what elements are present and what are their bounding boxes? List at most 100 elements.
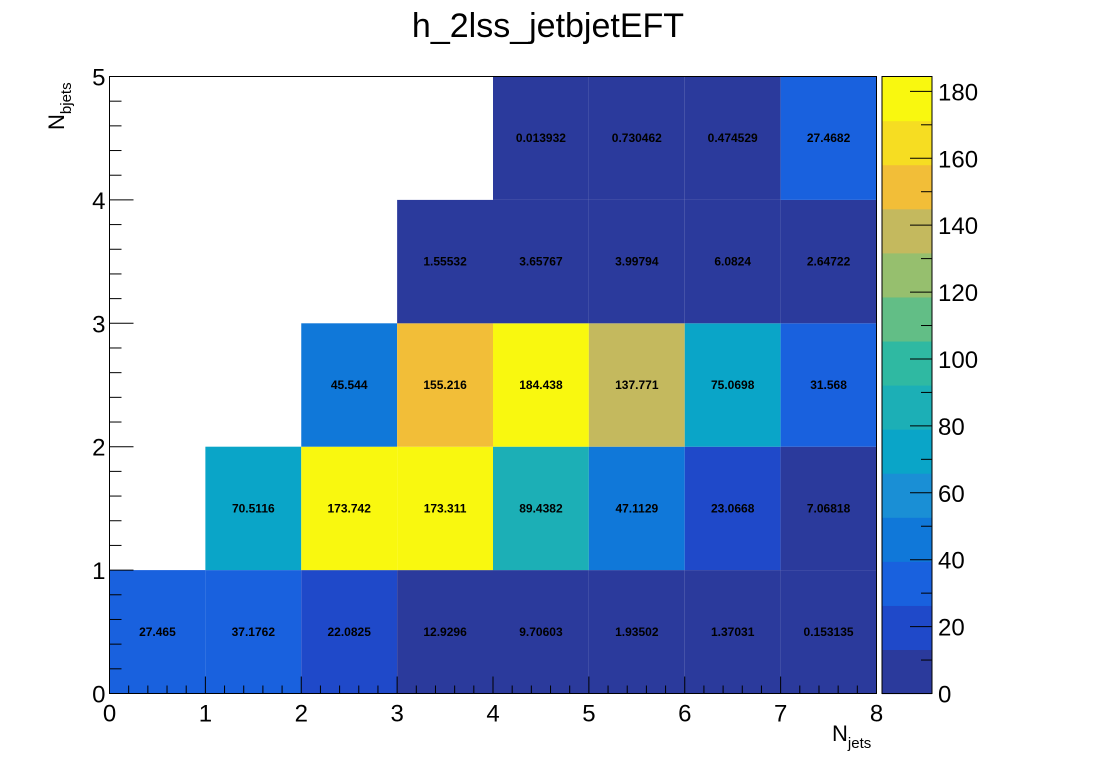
colorbar-tick-label: 140 bbox=[938, 213, 978, 240]
x-tick-label: 5 bbox=[582, 701, 595, 728]
cell-value-label: 0.013932 bbox=[516, 131, 566, 145]
heatmap-cell bbox=[493, 199, 589, 324]
x-axis-label: Njets bbox=[832, 721, 871, 752]
heatmap-cell bbox=[205, 570, 302, 694]
colorbar-segment bbox=[882, 208, 932, 254]
y-axis-label-main: N bbox=[44, 114, 69, 130]
cell-value-label: 12.9296 bbox=[423, 625, 467, 639]
cell-value-label: 37.1762 bbox=[232, 625, 276, 639]
colorbar-ticks: 0 20 40 60 80 100 120 140 160 180 bbox=[910, 79, 978, 709]
cell-value-label: 27.4682 bbox=[807, 131, 851, 145]
cell-value-label: 27.465 bbox=[139, 625, 176, 639]
chart-title: h_2lss_jetbjetEFT bbox=[412, 7, 684, 45]
heatmap-cell bbox=[780, 76, 877, 200]
y-tick-label: 4 bbox=[92, 188, 105, 215]
heatmap-cell bbox=[684, 323, 781, 447]
heatmap-cell bbox=[397, 199, 493, 324]
cell-value-label: 1.55532 bbox=[423, 255, 467, 269]
cell-value-label: 2.64722 bbox=[807, 255, 851, 269]
cell-value-label: 155.216 bbox=[423, 378, 467, 392]
colorbar-segment bbox=[882, 605, 932, 651]
cell-value-label: 45.544 bbox=[331, 378, 368, 392]
heatmap-cell bbox=[780, 446, 877, 571]
cell-value-label: 7.06818 bbox=[807, 501, 851, 515]
heatmap-cell bbox=[493, 446, 589, 571]
colorbar-segment bbox=[882, 164, 932, 210]
x-axis-ticks: 0 1 2 3 4 5 6 7 8 bbox=[103, 676, 883, 728]
colorbar-tick-label: 40 bbox=[938, 548, 965, 575]
heatmap-cell bbox=[205, 446, 302, 571]
cell-value-label: 173.311 bbox=[424, 501, 467, 515]
heatmap-cell-labels: 27.465 37.1762 22.0825 12.9296 9.70603 1.9350… bbox=[139, 131, 854, 639]
colorbar-segment bbox=[882, 649, 932, 695]
heatmap-cell bbox=[588, 446, 685, 571]
x-axis-label-main: N bbox=[832, 721, 848, 746]
cell-value-label: 3.99794 bbox=[615, 255, 659, 269]
cell-value-label: 3.65767 bbox=[519, 255, 563, 269]
heatmap-cell bbox=[397, 446, 493, 571]
y-tick-label: 1 bbox=[92, 558, 105, 585]
heatmap-cell bbox=[588, 323, 685, 447]
cell-value-label: 9.70603 bbox=[519, 625, 563, 639]
colorbar-tick-label: 0 bbox=[938, 682, 951, 709]
heatmap-cell bbox=[588, 570, 685, 694]
colorbar-frame bbox=[881, 76, 933, 694]
x-tick-label: 3 bbox=[390, 701, 403, 728]
colorbar-tick-label: 120 bbox=[938, 280, 978, 307]
heatmap-cell bbox=[684, 570, 781, 694]
cell-value-label: 1.37031 bbox=[711, 625, 755, 639]
colorbar-segment bbox=[882, 252, 932, 298]
heatmap-cell bbox=[301, 570, 398, 694]
heatmap-cell bbox=[301, 446, 398, 571]
y-axis-ticks: 0 1 2 3 4 5 bbox=[92, 65, 134, 709]
cell-value-label: 70.5116 bbox=[232, 501, 275, 515]
cell-value-label: 0.730462 bbox=[612, 131, 662, 145]
colorbar-tick-label: 80 bbox=[938, 414, 965, 441]
cell-value-label: 89.4382 bbox=[519, 501, 563, 515]
x-tick-label: 8 bbox=[870, 701, 883, 728]
colorbar bbox=[881, 76, 933, 695]
x-tick-label: 2 bbox=[295, 701, 308, 728]
heatmap-cell bbox=[780, 323, 877, 447]
colorbar-segment bbox=[882, 385, 932, 430]
colorbar-segment bbox=[882, 473, 932, 518]
cell-value-label: 6.0824 bbox=[714, 255, 751, 269]
y-axis-label: Nbjets bbox=[44, 82, 75, 130]
colorbar-tick-label: 180 bbox=[938, 79, 978, 106]
y-tick-label: 5 bbox=[92, 65, 105, 92]
cell-value-label: 47.1129 bbox=[615, 501, 658, 515]
heatmap-cell bbox=[109, 570, 206, 694]
colorbar-tick-label: 60 bbox=[938, 481, 965, 508]
colorbar-segment bbox=[882, 76, 932, 122]
x-tick-label: 7 bbox=[774, 701, 787, 728]
y-tick-label: 2 bbox=[92, 435, 105, 462]
x-tick-label: 4 bbox=[486, 701, 499, 728]
cell-value-label: 0.474529 bbox=[708, 131, 758, 145]
y-tick-label: 0 bbox=[92, 682, 105, 709]
colorbar-segment bbox=[882, 429, 932, 474]
colorbar-tick-label: 160 bbox=[938, 146, 978, 173]
x-tick-label: 1 bbox=[199, 701, 212, 728]
colorbar-segment bbox=[882, 561, 932, 606]
colorbar-segment bbox=[882, 517, 932, 562]
heatmap-cell bbox=[684, 76, 781, 200]
x-tick-label: 6 bbox=[678, 701, 691, 728]
heatmap-cells bbox=[109, 76, 877, 694]
cell-value-label: 75.0698 bbox=[711, 378, 755, 392]
cell-value-label: 184.438 bbox=[519, 378, 563, 392]
colorbar-segment bbox=[882, 340, 932, 386]
cell-value-label: 0.153135 bbox=[804, 625, 854, 639]
colorbar-tick-label: 20 bbox=[938, 615, 965, 642]
heatmap-cell bbox=[397, 323, 493, 447]
heatmap-cell bbox=[684, 446, 781, 571]
cell-value-label: 31.568 bbox=[810, 378, 847, 392]
heatmap-cell bbox=[397, 570, 493, 694]
colorbar-tick-label: 100 bbox=[938, 347, 978, 374]
heatmap-cell bbox=[684, 199, 781, 324]
x-axis-label-sub: jets bbox=[847, 735, 871, 752]
y-tick-label: 3 bbox=[92, 311, 105, 338]
heatmap-cell bbox=[493, 570, 589, 694]
heatmap-cell bbox=[588, 76, 685, 200]
cell-value-label: 173.742 bbox=[327, 501, 371, 515]
